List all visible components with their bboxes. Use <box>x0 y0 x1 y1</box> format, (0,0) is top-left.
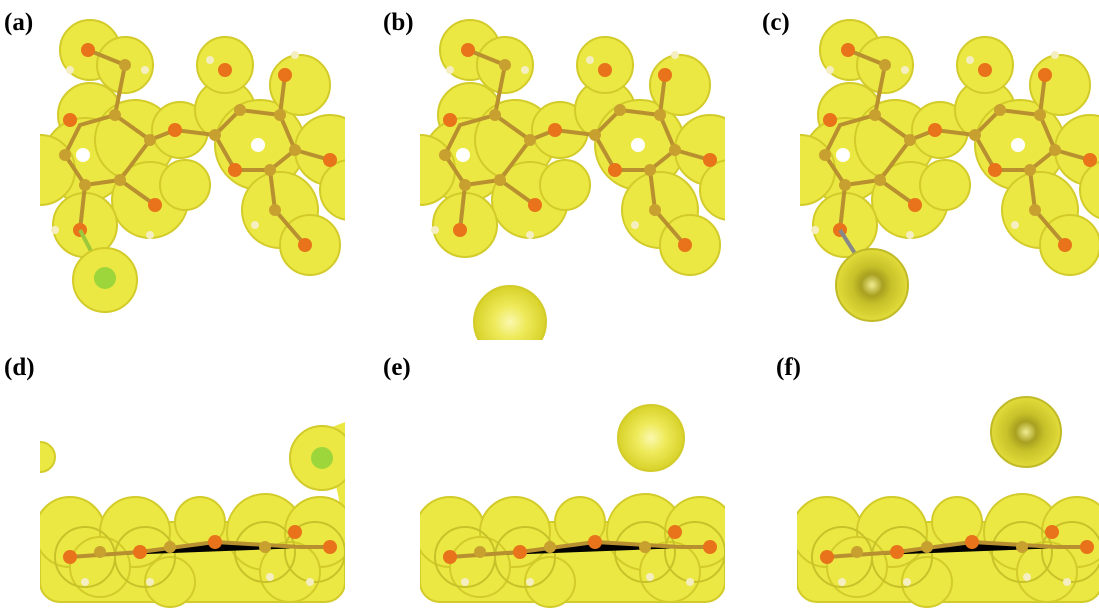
panel-label: (f) <box>776 354 801 381</box>
panel-label: (a) <box>4 9 33 36</box>
panel-label: (d) <box>4 354 35 381</box>
panel-a-image <box>5 20 380 312</box>
panel-e-image <box>415 405 735 607</box>
panel-f-image <box>792 397 1099 607</box>
panel-label: (e) <box>383 354 411 381</box>
figure: (a) (b) (c) (d) (e) (f) <box>0 0 1099 612</box>
panel-label: (c) <box>762 9 790 36</box>
panel-d-image <box>25 422 355 607</box>
panel-label: (b) <box>383 9 414 36</box>
panel-b-image <box>385 20 760 358</box>
panel-c-image <box>765 20 1099 321</box>
